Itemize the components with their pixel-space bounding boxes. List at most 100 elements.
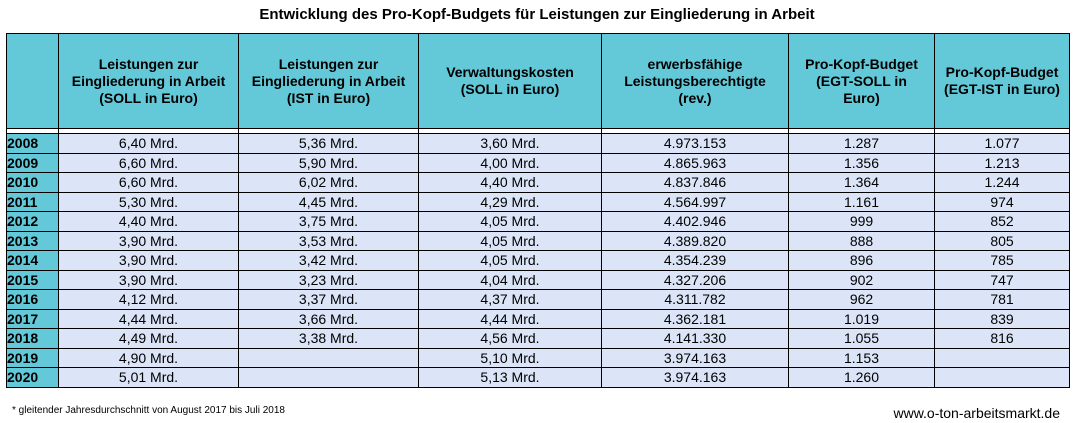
value-cell: 816: [934, 328, 1070, 349]
value-cell: 888: [788, 230, 935, 251]
value-cell: 4.327.206: [601, 269, 789, 290]
value-cell: 4,12 Mrd.: [58, 289, 239, 310]
value-cell: 3.974.163: [601, 367, 789, 388]
value-cell: 6,02 Mrd.: [238, 172, 419, 193]
table-row: 2020 5,01 Mrd. 5,13 Mrd. 3.974.163 1.260: [6, 367, 1070, 388]
column-header: erwerbsfähige Leistungsberechtigte (rev.): [601, 33, 789, 129]
value-cell: 3,42 Mrd.: [238, 250, 419, 271]
footnote: * gleitender Jahresdurchschnitt von Augu…: [12, 405, 285, 416]
value-cell: 6,40 Mrd.: [58, 133, 239, 154]
table-row: 2008 6,40 Mrd. 5,36 Mrd. 3,60 Mrd. 4.973.153…: [6, 133, 1070, 154]
column-header-line: (SOLL in Euro): [99, 89, 198, 106]
column-header-line: (SOLL in Euro): [460, 81, 560, 97]
value-cell: 3,90 Mrd.: [58, 269, 239, 290]
value-cell: 4.354.239: [601, 250, 789, 271]
year-cell: 2020: [6, 367, 59, 388]
value-cell: 4.973.153: [601, 133, 789, 154]
column-header-line: Leistungen zur: [98, 55, 199, 72]
value-cell: 4.837.846: [601, 172, 789, 193]
value-cell: 4.564.997: [601, 191, 789, 212]
value-cell: 999: [788, 211, 935, 232]
value-cell: 3,60 Mrd.: [418, 133, 602, 154]
year-cell: 2008: [6, 133, 59, 154]
value-cell: 5,10 Mrd.: [418, 347, 602, 368]
column-header: Leistungen zur Eingliederung in Arbeit (IS…: [238, 33, 419, 129]
column-header-line: Euro): [843, 89, 880, 106]
year-cell: 2009: [6, 152, 59, 173]
value-cell: 4,00 Mrd.: [418, 152, 602, 173]
value-cell: 6,60 Mrd.: [58, 172, 239, 193]
table-row: 2018 4,49 Mrd. 3,38 Mrd. 4,56 Mrd. 4.141.330…: [6, 328, 1070, 349]
value-cell: 3,90 Mrd.: [58, 250, 239, 271]
source-url: www.o-ton-arbeitsmarkt.de: [893, 405, 1060, 421]
table-row: 2010 6,60 Mrd. 6,02 Mrd. 4,40 Mrd. 4.837.846…: [6, 172, 1070, 193]
value-cell: 3,90 Mrd.: [58, 230, 239, 251]
column-header-line: Leistungen zur: [278, 55, 379, 72]
value-cell: 902: [788, 269, 935, 290]
value-cell: 4.362.181: [601, 308, 789, 329]
table-row: 2012 4,40 Mrd. 3,75 Mrd. 4,05 Mrd. 4.402.946…: [6, 211, 1070, 232]
value-cell: 839: [934, 308, 1070, 329]
budget-table: Leistungen zur Eingliederung in Arbeit (SO…: [6, 33, 1070, 388]
value-cell: [934, 367, 1070, 388]
value-cell: 747: [934, 269, 1070, 290]
column-header-line: (EGT-SOLL in: [816, 72, 907, 89]
table-row: 2016 4,12 Mrd. 3,37 Mrd. 4,37 Mrd. 4.311.782…: [6, 289, 1070, 310]
table-row: 2011 5,30 Mrd. 4,45 Mrd. 4,29 Mrd. 4.564.997…: [6, 191, 1070, 212]
column-header-line: Pro-Kopf-Budget: [805, 55, 918, 72]
value-cell: 1.077: [934, 133, 1070, 154]
value-cell: 1.260: [788, 367, 935, 388]
value-cell: 4,37 Mrd.: [418, 289, 602, 310]
column-header: Leistungen zur Eingliederung in Arbeit (SO…: [58, 33, 239, 129]
value-cell: 4,05 Mrd.: [418, 211, 602, 232]
value-cell: 4.311.782: [601, 289, 789, 310]
column-header-line: (IST in Euro): [286, 89, 371, 106]
value-cell: 4,90 Mrd.: [58, 347, 239, 368]
value-cell: 3,75 Mrd.: [238, 211, 419, 232]
column-header-line: Eingliederung in Arbeit: [251, 72, 406, 89]
value-cell: 4,05 Mrd.: [418, 230, 602, 251]
year-cell: 2016: [6, 289, 59, 310]
year-cell: 2014: [6, 250, 59, 271]
value-cell: 4,04 Mrd.: [418, 269, 602, 290]
year-cell: 2017: [6, 308, 59, 329]
value-cell: 4.402.946: [601, 211, 789, 232]
value-cell: 4,49 Mrd.: [58, 328, 239, 349]
value-cell: 1.213: [934, 152, 1070, 173]
value-cell: 1.153: [788, 347, 935, 368]
column-header-line: Verwaltungskosten: [446, 64, 574, 80]
value-cell: 4,05 Mrd.: [418, 250, 602, 271]
column-header-line: Leistungsberechtigte: [624, 72, 766, 89]
table-row: 2014 3,90 Mrd. 3,42 Mrd. 4,05 Mrd. 4.354.239…: [6, 250, 1070, 271]
value-cell: 5,36 Mrd.: [238, 133, 419, 154]
column-header-line: (rev.): [678, 89, 712, 106]
value-cell: [934, 347, 1070, 368]
column-header-line: erwerbsfähige: [647, 55, 743, 72]
table-row: 2015 3,90 Mrd. 3,23 Mrd. 4,04 Mrd. 4.327.206…: [6, 269, 1070, 290]
value-cell: 4,40 Mrd.: [418, 172, 602, 193]
value-cell: 4,44 Mrd.: [58, 308, 239, 329]
value-cell: 1.019: [788, 308, 935, 329]
table-row: 2017 4,44 Mrd. 3,66 Mrd. 4,44 Mrd. 4.362.181…: [6, 308, 1070, 329]
value-cell: 781: [934, 289, 1070, 310]
value-cell: 805: [934, 230, 1070, 251]
column-header-line: (EGT-IST in Euro): [944, 81, 1060, 97]
value-cell: 962: [788, 289, 935, 310]
value-cell: 896: [788, 250, 935, 271]
value-cell: 1.356: [788, 152, 935, 173]
value-cell: 3.974.163: [601, 347, 789, 368]
table-body: 2008 6,40 Mrd. 5,36 Mrd. 3,60 Mrd. 4.973.153…: [6, 128, 1070, 388]
year-cell: 2015: [6, 269, 59, 290]
value-cell: 3,37 Mrd.: [238, 289, 419, 310]
value-cell: 4,45 Mrd.: [238, 191, 419, 212]
value-cell: 4,44 Mrd.: [418, 308, 602, 329]
value-cell: 1.244: [934, 172, 1070, 193]
year-cell: 2018: [6, 328, 59, 349]
table-title: Entwicklung des Pro-Kopf-Budgets für Lei…: [259, 6, 815, 23]
value-cell: 3,23 Mrd.: [238, 269, 419, 290]
column-header-line: Eingliederung in Arbeit: [71, 72, 226, 89]
value-cell: 1.287: [788, 133, 935, 154]
value-cell: 785: [934, 250, 1070, 271]
value-cell: [238, 347, 419, 368]
year-cell: 2013: [6, 230, 59, 251]
